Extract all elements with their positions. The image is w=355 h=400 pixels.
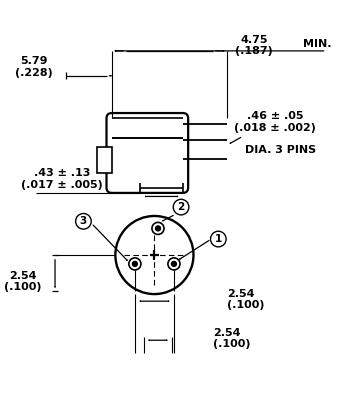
Text: 4.75
(.187): 4.75 (.187) bbox=[235, 35, 273, 56]
Circle shape bbox=[115, 216, 193, 294]
Circle shape bbox=[171, 262, 176, 266]
Circle shape bbox=[132, 262, 137, 266]
Circle shape bbox=[129, 258, 141, 270]
Circle shape bbox=[173, 199, 189, 215]
Circle shape bbox=[152, 222, 164, 234]
Text: 2: 2 bbox=[178, 202, 185, 212]
Text: .46 ± .05
(.018 ± .002): .46 ± .05 (.018 ± .002) bbox=[234, 111, 316, 133]
Bar bbox=[97, 147, 112, 173]
Text: 2.54
(.100): 2.54 (.100) bbox=[227, 289, 265, 310]
FancyBboxPatch shape bbox=[106, 113, 188, 193]
Text: MIN.: MIN. bbox=[304, 39, 332, 49]
Circle shape bbox=[211, 231, 226, 247]
Text: DIA. 3 PINS: DIA. 3 PINS bbox=[245, 145, 316, 155]
Circle shape bbox=[76, 214, 91, 229]
Text: 1: 1 bbox=[215, 234, 222, 244]
Text: 5.79
(.228): 5.79 (.228) bbox=[15, 56, 53, 78]
Text: 2.54
(.100): 2.54 (.100) bbox=[213, 328, 251, 349]
Text: .43 ± .13
(.017 ± .005): .43 ± .13 (.017 ± .005) bbox=[21, 168, 103, 190]
Text: 2.54
(.100): 2.54 (.100) bbox=[4, 271, 42, 292]
Text: 3: 3 bbox=[80, 216, 87, 226]
Circle shape bbox=[155, 226, 160, 231]
Circle shape bbox=[168, 258, 180, 270]
